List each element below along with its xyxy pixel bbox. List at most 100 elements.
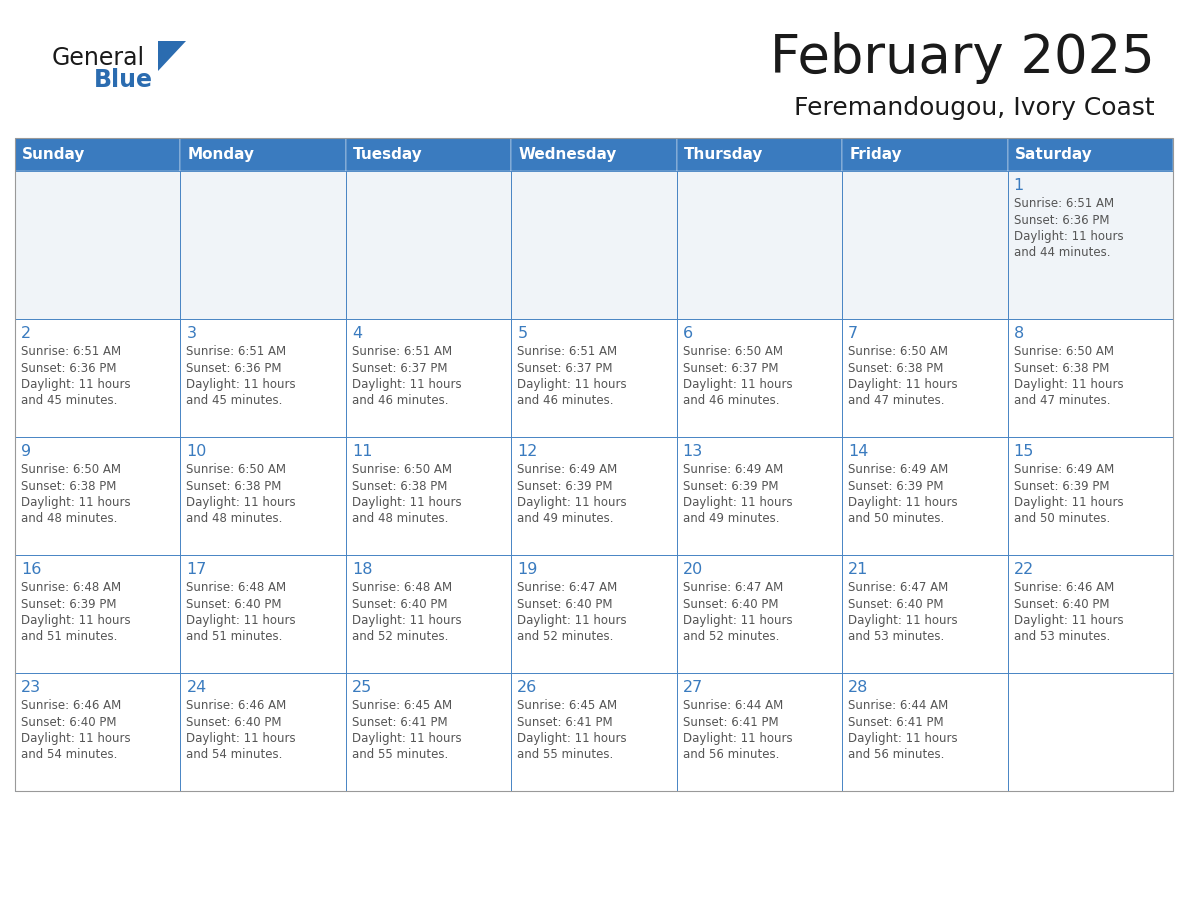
Bar	[511, 555, 677, 673]
Text: Sunrise: 6:49 AM
Sunset: 6:39 PM
Daylight: 11 hours
and 49 minutes.: Sunrise: 6:49 AM Sunset: 6:39 PM Dayligh…	[517, 463, 627, 525]
Bar	[181, 138, 346, 171]
Bar	[15, 138, 1173, 791]
Text: Sunrise: 6:50 AM
Sunset: 6:37 PM
Daylight: 11 hours
and 46 minutes.: Sunrise: 6:50 AM Sunset: 6:37 PM Dayligh…	[683, 345, 792, 408]
Text: 19: 19	[517, 562, 538, 577]
Text: 21: 21	[848, 562, 868, 577]
Text: 17: 17	[187, 562, 207, 577]
Bar	[346, 171, 511, 319]
Text: 24: 24	[187, 680, 207, 695]
Bar	[346, 319, 511, 437]
Bar	[677, 555, 842, 673]
Text: 10: 10	[187, 444, 207, 459]
Bar	[346, 437, 511, 555]
Bar	[511, 437, 677, 555]
Bar	[181, 673, 346, 791]
Text: 11: 11	[352, 444, 372, 459]
Bar	[15, 138, 181, 171]
Bar	[346, 673, 511, 791]
Bar	[677, 437, 842, 555]
Text: 27: 27	[683, 680, 703, 695]
Text: Sunrise: 6:45 AM
Sunset: 6:41 PM
Daylight: 11 hours
and 55 minutes.: Sunrise: 6:45 AM Sunset: 6:41 PM Dayligh…	[352, 699, 461, 762]
Bar	[677, 319, 842, 437]
Bar	[181, 319, 346, 437]
Bar	[181, 437, 346, 555]
Text: Feremandougou, Ivory Coast: Feremandougou, Ivory Coast	[795, 96, 1155, 120]
Text: 15: 15	[1013, 444, 1034, 459]
Text: Sunrise: 6:51 AM
Sunset: 6:36 PM
Daylight: 11 hours
and 44 minutes.: Sunrise: 6:51 AM Sunset: 6:36 PM Dayligh…	[1013, 197, 1123, 260]
Text: Thursday: Thursday	[684, 147, 763, 162]
Text: 23: 23	[21, 680, 42, 695]
Text: Sunrise: 6:50 AM
Sunset: 6:38 PM
Daylight: 11 hours
and 48 minutes.: Sunrise: 6:50 AM Sunset: 6:38 PM Dayligh…	[187, 463, 296, 525]
Text: Sunrise: 6:45 AM
Sunset: 6:41 PM
Daylight: 11 hours
and 55 minutes.: Sunrise: 6:45 AM Sunset: 6:41 PM Dayligh…	[517, 699, 627, 762]
Bar	[842, 171, 1007, 319]
Text: Sunrise: 6:50 AM
Sunset: 6:38 PM
Daylight: 11 hours
and 47 minutes.: Sunrise: 6:50 AM Sunset: 6:38 PM Dayligh…	[848, 345, 958, 408]
Text: 1: 1	[1013, 178, 1024, 193]
Bar	[842, 319, 1007, 437]
Bar	[346, 555, 511, 673]
Text: Sunrise: 6:46 AM
Sunset: 6:40 PM
Daylight: 11 hours
and 54 minutes.: Sunrise: 6:46 AM Sunset: 6:40 PM Dayligh…	[21, 699, 131, 762]
Bar	[677, 171, 842, 319]
Text: Sunrise: 6:50 AM
Sunset: 6:38 PM
Daylight: 11 hours
and 48 minutes.: Sunrise: 6:50 AM Sunset: 6:38 PM Dayligh…	[21, 463, 131, 525]
Text: Sunrise: 6:51 AM
Sunset: 6:37 PM
Daylight: 11 hours
and 46 minutes.: Sunrise: 6:51 AM Sunset: 6:37 PM Dayligh…	[352, 345, 461, 408]
Bar	[181, 555, 346, 673]
Bar	[1007, 673, 1173, 791]
Text: Wednesday: Wednesday	[518, 147, 617, 162]
Text: 28: 28	[848, 680, 868, 695]
Text: Sunrise: 6:51 AM
Sunset: 6:36 PM
Daylight: 11 hours
and 45 minutes.: Sunrise: 6:51 AM Sunset: 6:36 PM Dayligh…	[21, 345, 131, 408]
Text: 22: 22	[1013, 562, 1034, 577]
Text: Saturday: Saturday	[1015, 147, 1092, 162]
Text: 13: 13	[683, 444, 703, 459]
Text: Monday: Monday	[188, 147, 254, 162]
Text: Friday: Friday	[849, 147, 902, 162]
Bar	[511, 673, 677, 791]
Text: Sunrise: 6:47 AM
Sunset: 6:40 PM
Daylight: 11 hours
and 52 minutes.: Sunrise: 6:47 AM Sunset: 6:40 PM Dayligh…	[517, 581, 627, 644]
Bar	[1007, 138, 1173, 171]
Text: Sunrise: 6:47 AM
Sunset: 6:40 PM
Daylight: 11 hours
and 52 minutes.: Sunrise: 6:47 AM Sunset: 6:40 PM Dayligh…	[683, 581, 792, 644]
Text: Sunrise: 6:51 AM
Sunset: 6:37 PM
Daylight: 11 hours
and 46 minutes.: Sunrise: 6:51 AM Sunset: 6:37 PM Dayligh…	[517, 345, 627, 408]
Bar	[346, 138, 511, 171]
Text: 2: 2	[21, 326, 31, 341]
Bar	[842, 437, 1007, 555]
Bar	[1007, 437, 1173, 555]
Bar	[1007, 555, 1173, 673]
Bar	[1007, 171, 1173, 319]
Text: Sunrise: 6:46 AM
Sunset: 6:40 PM
Daylight: 11 hours
and 54 minutes.: Sunrise: 6:46 AM Sunset: 6:40 PM Dayligh…	[187, 699, 296, 762]
Text: Sunrise: 6:49 AM
Sunset: 6:39 PM
Daylight: 11 hours
and 50 minutes.: Sunrise: 6:49 AM Sunset: 6:39 PM Dayligh…	[1013, 463, 1123, 525]
Text: Tuesday: Tuesday	[353, 147, 423, 162]
Text: Sunrise: 6:49 AM
Sunset: 6:39 PM
Daylight: 11 hours
and 49 minutes.: Sunrise: 6:49 AM Sunset: 6:39 PM Dayligh…	[683, 463, 792, 525]
Bar	[842, 555, 1007, 673]
Text: Sunrise: 6:44 AM
Sunset: 6:41 PM
Daylight: 11 hours
and 56 minutes.: Sunrise: 6:44 AM Sunset: 6:41 PM Dayligh…	[848, 699, 958, 762]
Text: 5: 5	[517, 326, 527, 341]
Bar	[1007, 319, 1173, 437]
Bar	[15, 171, 181, 319]
Text: 12: 12	[517, 444, 538, 459]
Bar	[511, 319, 677, 437]
Text: Blue: Blue	[94, 68, 153, 92]
Bar	[511, 138, 677, 171]
Text: Sunrise: 6:49 AM
Sunset: 6:39 PM
Daylight: 11 hours
and 50 minutes.: Sunrise: 6:49 AM Sunset: 6:39 PM Dayligh…	[848, 463, 958, 525]
Text: 6: 6	[683, 326, 693, 341]
Text: 9: 9	[21, 444, 31, 459]
Text: 4: 4	[352, 326, 362, 341]
Bar	[15, 437, 181, 555]
Bar	[842, 138, 1007, 171]
Text: Sunrise: 6:50 AM
Sunset: 6:38 PM
Daylight: 11 hours
and 47 minutes.: Sunrise: 6:50 AM Sunset: 6:38 PM Dayligh…	[1013, 345, 1123, 408]
Bar	[15, 319, 181, 437]
Text: 8: 8	[1013, 326, 1024, 341]
Text: 14: 14	[848, 444, 868, 459]
Text: 7: 7	[848, 326, 858, 341]
Bar	[677, 138, 842, 171]
Text: Sunrise: 6:51 AM
Sunset: 6:36 PM
Daylight: 11 hours
and 45 minutes.: Sunrise: 6:51 AM Sunset: 6:36 PM Dayligh…	[187, 345, 296, 408]
Polygon shape	[158, 41, 187, 71]
Text: 20: 20	[683, 562, 703, 577]
Text: Sunrise: 6:47 AM
Sunset: 6:40 PM
Daylight: 11 hours
and 53 minutes.: Sunrise: 6:47 AM Sunset: 6:40 PM Dayligh…	[848, 581, 958, 644]
Text: 26: 26	[517, 680, 537, 695]
Text: 25: 25	[352, 680, 372, 695]
Bar	[842, 673, 1007, 791]
Text: Sunrise: 6:48 AM
Sunset: 6:40 PM
Daylight: 11 hours
and 52 minutes.: Sunrise: 6:48 AM Sunset: 6:40 PM Dayligh…	[352, 581, 461, 644]
Text: Sunrise: 6:50 AM
Sunset: 6:38 PM
Daylight: 11 hours
and 48 minutes.: Sunrise: 6:50 AM Sunset: 6:38 PM Dayligh…	[352, 463, 461, 525]
Bar	[677, 673, 842, 791]
Text: Sunday: Sunday	[23, 147, 86, 162]
Text: February 2025: February 2025	[770, 32, 1155, 84]
Text: Sunrise: 6:46 AM
Sunset: 6:40 PM
Daylight: 11 hours
and 53 minutes.: Sunrise: 6:46 AM Sunset: 6:40 PM Dayligh…	[1013, 581, 1123, 644]
